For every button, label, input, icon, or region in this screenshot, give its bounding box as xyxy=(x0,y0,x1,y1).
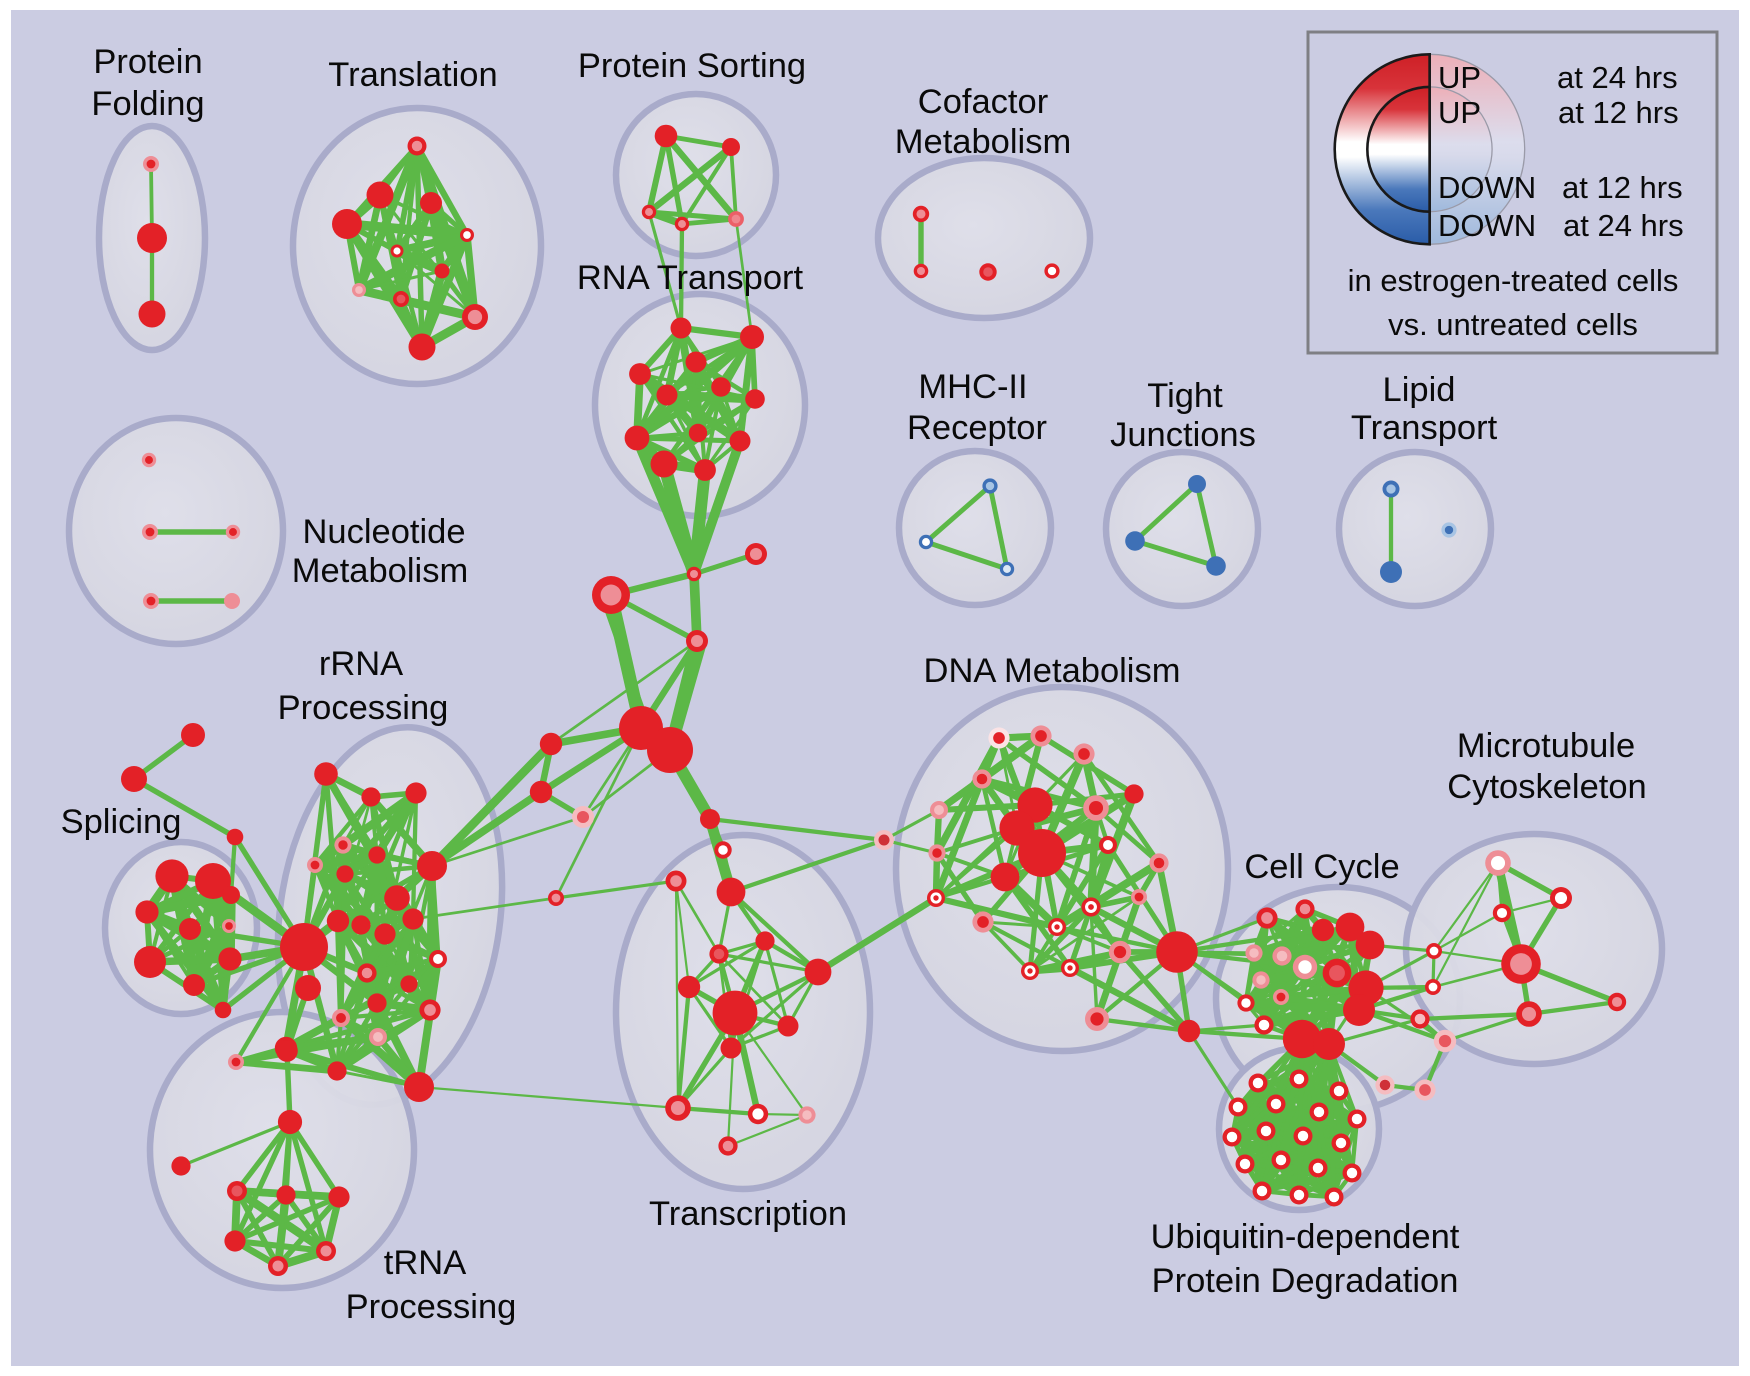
svg-text:Ubiquitin-dependent: Ubiquitin-dependent xyxy=(1151,1218,1460,1256)
svg-text:at 12 hrs: at 12 hrs xyxy=(1562,170,1683,205)
svg-text:RNA Transport: RNA Transport xyxy=(577,259,804,297)
svg-text:DOWN: DOWN xyxy=(1438,208,1536,243)
svg-text:rRNA: rRNA xyxy=(319,645,403,683)
svg-text:UP: UP xyxy=(1438,60,1481,95)
svg-text:Receptor: Receptor xyxy=(907,409,1047,447)
svg-text:UP: UP xyxy=(1438,95,1481,130)
svg-text:DNA Metabolism: DNA Metabolism xyxy=(924,652,1181,690)
svg-text:tRNA: tRNA xyxy=(384,1244,466,1282)
svg-text:at 24 hrs: at 24 hrs xyxy=(1563,208,1684,243)
svg-text:Junctions: Junctions xyxy=(1110,416,1256,454)
svg-text:at 24 hrs: at 24 hrs xyxy=(1557,60,1678,95)
svg-text:Transport: Transport xyxy=(1351,409,1498,447)
svg-text:Processing: Processing xyxy=(346,1288,517,1326)
svg-text:Protein Degradation: Protein Degradation xyxy=(1152,1262,1459,1300)
svg-text:Lipid: Lipid xyxy=(1383,371,1456,409)
svg-text:Processing: Processing xyxy=(278,689,449,727)
svg-text:Protein: Protein xyxy=(93,43,202,81)
svg-text:Cofactor: Cofactor xyxy=(918,83,1048,121)
svg-text:Microtubule: Microtubule xyxy=(1457,727,1635,765)
svg-text:Translation: Translation xyxy=(328,56,497,94)
svg-text:Cytoskeleton: Cytoskeleton xyxy=(1447,768,1646,806)
svg-text:Metabolism: Metabolism xyxy=(292,552,468,590)
svg-text:Protein Sorting: Protein Sorting xyxy=(578,47,806,85)
svg-text:vs. untreated cells: vs. untreated cells xyxy=(1388,307,1638,342)
svg-text:at 12 hrs: at 12 hrs xyxy=(1558,95,1679,130)
svg-text:Splicing: Splicing xyxy=(61,803,182,841)
svg-text:Folding: Folding xyxy=(91,85,204,123)
svg-text:Transcription: Transcription xyxy=(649,1195,847,1233)
svg-text:Tight: Tight xyxy=(1147,377,1223,415)
svg-text:in estrogen-treated cells: in estrogen-treated cells xyxy=(1348,263,1679,298)
svg-text:Nucleotide: Nucleotide xyxy=(302,513,465,551)
svg-text:MHC-II: MHC-II xyxy=(918,368,1027,406)
svg-text:Cell Cycle: Cell Cycle xyxy=(1244,848,1399,886)
svg-text:DOWN: DOWN xyxy=(1438,170,1536,205)
svg-text:Metabolism: Metabolism xyxy=(895,123,1071,161)
